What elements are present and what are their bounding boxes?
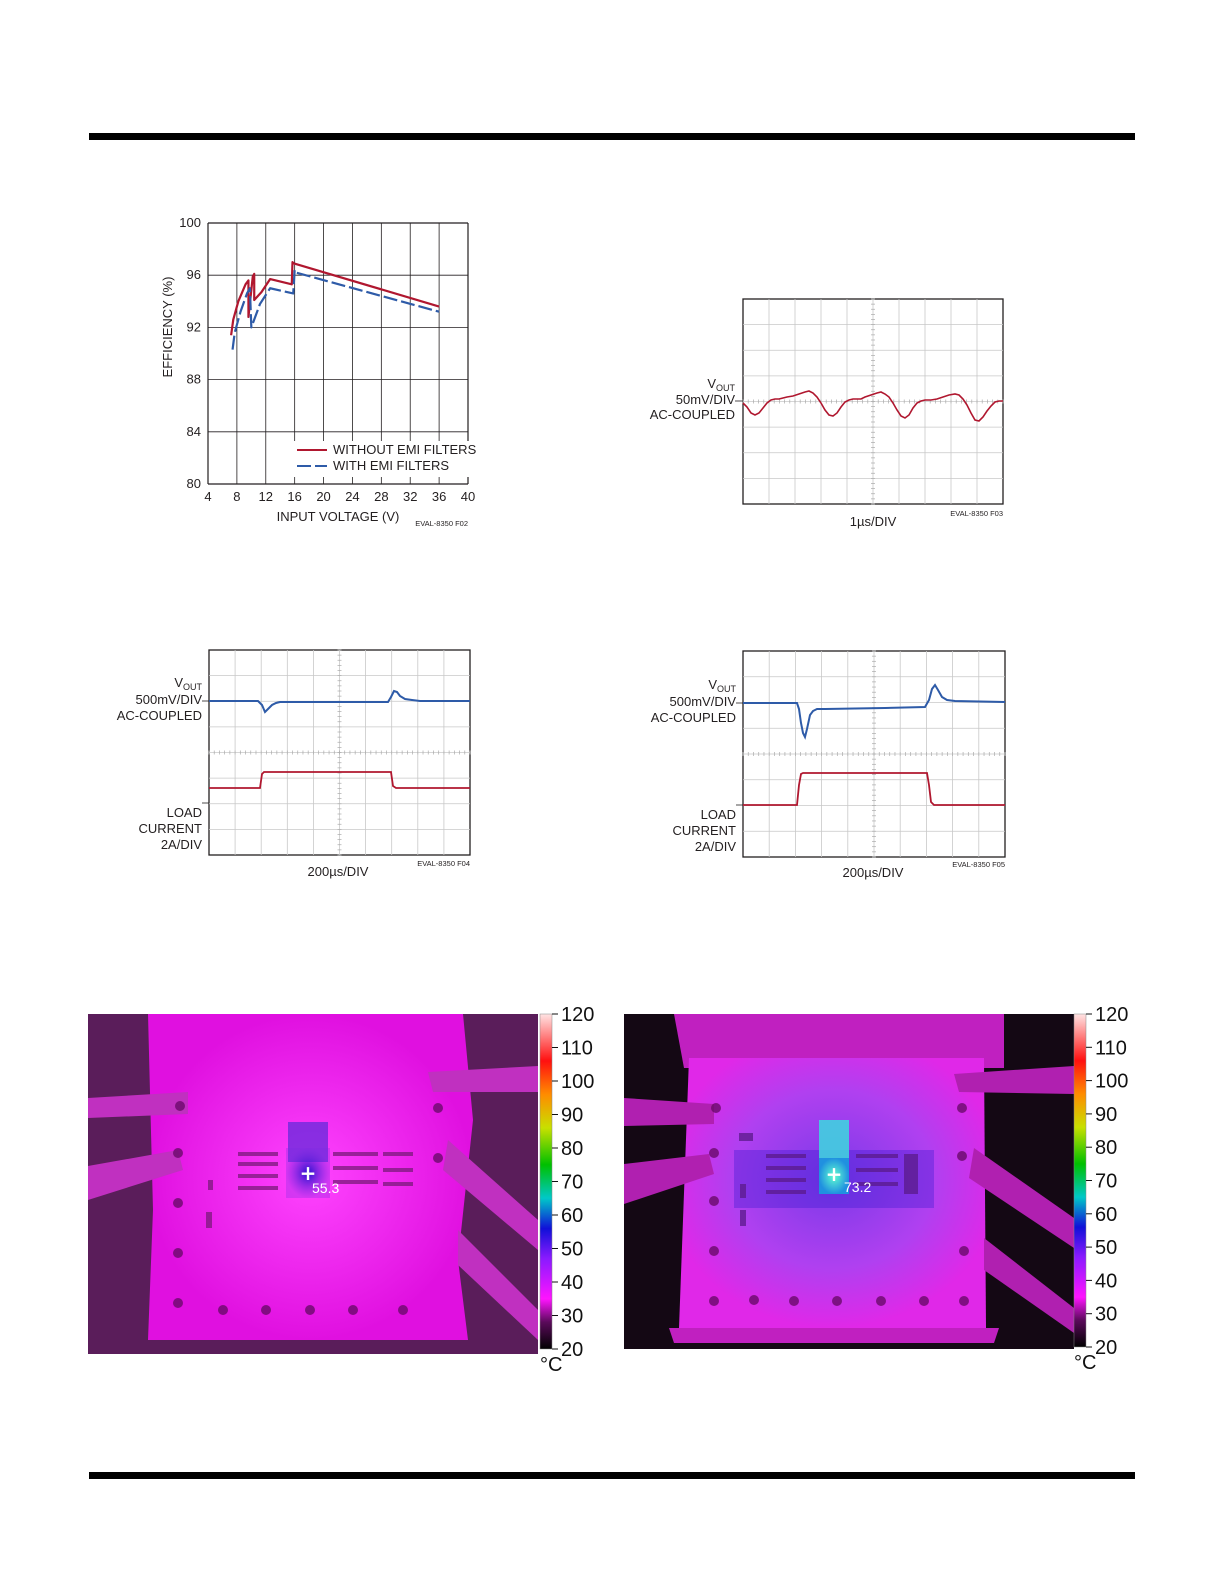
series-without-emi-filters — [230, 261, 440, 336]
load-step-2-timebase: 200µs/DIV — [843, 865, 904, 880]
load-step-1-current-label: CURRENT — [138, 821, 202, 836]
efficiency-ytick-label: 80 — [187, 476, 201, 491]
thermal-right-reading: 73.2 — [844, 1179, 871, 1195]
efficiency-xtick-label: 16 — [287, 489, 301, 504]
colorbar-tick-label: 30 — [1095, 1304, 1117, 1326]
colorbar-tick-label: 80 — [1095, 1137, 1117, 1159]
scope-graticule — [742, 650, 1006, 858]
colorbar-tick-label: 50 — [561, 1239, 583, 1261]
thermal-right-crosshair-icon: + — [826, 1162, 843, 1186]
efficiency-xtick-label: 32 — [403, 489, 417, 504]
efficiency-figure-code: EVAL-8350 F02 — [415, 519, 468, 528]
thermal-left-hotspot — [286, 1148, 330, 1198]
colorbar-tick-label: 20 — [1095, 1337, 1117, 1359]
load-step-2-current-label: CURRENT — [672, 823, 736, 838]
legend-label-without: WITHOUT EMI FILTERS — [333, 442, 477, 457]
colorbar-tick-label: 120 — [561, 1004, 594, 1026]
efficiency-xtick-label: 28 — [374, 489, 388, 504]
scope-graticule — [742, 298, 1004, 505]
colorbar-tick-label: 120 — [1095, 1004, 1128, 1026]
colorbar-tick-label: 110 — [1095, 1037, 1127, 1059]
load-step-scope-2: VOUT 500mV/DIV AC-COUPLED LOAD CURRENT 2… — [651, 645, 1015, 885]
load-step-1-figure-code: EVAL-8350 F04 — [417, 859, 470, 868]
efficiency-legend: WITHOUT EMI FILTERS WITH EMI FILTERS — [294, 441, 477, 477]
scope-graticule — [208, 649, 471, 856]
header-rule — [89, 133, 1135, 140]
efficiency-chart: 4 8 12 16 20 24 28 32 36 40 80 84 88 92 96 100 EFFICIEN… — [150, 205, 490, 535]
load-step-2-vout-label: VOUT — [708, 677, 736, 694]
ripple-figure-code: EVAL-8350 F03 — [950, 509, 1003, 518]
efficiency-xtick-label: 4 — [204, 489, 211, 504]
colorbar-tick-label: 60 — [1095, 1204, 1117, 1226]
load-step-2-current-trace — [743, 772, 1005, 806]
footer-rule — [89, 1472, 1135, 1479]
thermal-image-right: + 73.2 120 110 100 90 80 70 60 50 40 30 20 °C — [624, 1004, 1134, 1374]
efficiency-ytick-label: 88 — [187, 372, 201, 387]
ripple-coupling: AC-COUPLED — [650, 407, 735, 422]
colorbar-tick-label: 90 — [1095, 1104, 1117, 1126]
load-step-2-current-scale: 2A/DIV — [695, 839, 737, 854]
thermal-image-left: + 55.3 120 110 100 90 80 70 60 50 40 30 20 °C — [88, 1004, 598, 1376]
efficiency-xtick-label: 8 — [233, 489, 240, 504]
load-step-2-figure-code: EVAL-8350 F05 — [952, 860, 1005, 869]
load-step-1-vout-label: VOUT — [174, 675, 202, 692]
thermal-right-unit: °C — [1074, 1352, 1096, 1374]
thermal-right-hotspot — [819, 1158, 849, 1194]
thermal-left-colorbar: 120 110 100 90 80 70 60 50 40 30 20 °C — [539, 1004, 594, 1376]
thermal-right-inductor — [819, 1120, 849, 1160]
load-step-1-current-scale: 2A/DIV — [161, 837, 203, 852]
load-step-1-load-label: LOAD — [167, 805, 202, 820]
load-step-1-vout-trace — [209, 689, 470, 714]
colorbar-tick-label: 40 — [561, 1272, 583, 1294]
load-step-scope-1: VOUT 500mV/DIV AC-COUPLED LOAD CURRENT 2… — [117, 645, 480, 885]
colorbar-tick-label: 70 — [561, 1172, 583, 1194]
load-step-2-load-label: LOAD — [701, 807, 736, 822]
thermal-left-unit: °C — [540, 1354, 562, 1376]
colorbar-tick-label: 70 — [1095, 1171, 1117, 1193]
efficiency-xtick-label: 12 — [259, 489, 273, 504]
efficiency-xtick-label: 24 — [345, 489, 359, 504]
efficiency-ytick-label: 100 — [179, 215, 201, 230]
ripple-scale: 50mV/DIV — [676, 392, 736, 407]
thermal-left-reading: 55.3 — [312, 1180, 339, 1196]
ripple-trace — [742, 390, 1003, 422]
colorbar-tick-label: 40 — [1095, 1270, 1117, 1292]
colorbar-tick-label: 80 — [561, 1138, 583, 1160]
ripple-scope: VOUT 50mV/DIV AC-COUPLED 1µs/DIV EVAL-83… — [650, 295, 1015, 535]
efficiency-ytick-label: 84 — [187, 424, 201, 439]
load-step-1-timebase: 200µs/DIV — [308, 864, 369, 879]
efficiency-xtick-label: 20 — [316, 489, 330, 504]
thermal-left-crosshair-icon: + — [300, 1161, 317, 1185]
load-step-1-coupling: AC-COUPLED — [117, 708, 202, 723]
load-step-2-coupling: AC-COUPLED — [651, 710, 736, 725]
efficiency-xtick-label: 40 — [461, 489, 475, 504]
colorbar-tick-label: 100 — [1095, 1071, 1128, 1093]
load-step-1-current-trace — [209, 771, 470, 789]
colorbar-tick-label: 60 — [561, 1205, 583, 1227]
efficiency-ytick-label: 92 — [187, 319, 201, 334]
efficiency-xtick-label: 36 — [432, 489, 446, 504]
thermal-right-colorbar: 120 110 100 90 80 70 60 50 40 30 20 °C — [1073, 1004, 1128, 1374]
colorbar-tick-label: 30 — [561, 1306, 583, 1328]
ripple-vout-label: VOUT — [707, 376, 735, 393]
colorbar-tick-label: 100 — [561, 1071, 594, 1093]
load-step-2-vout-trace — [743, 683, 1006, 740]
load-step-1-vout-scale: 500mV/DIV — [136, 692, 203, 707]
ripple-timebase: 1µs/DIV — [850, 514, 897, 529]
colorbar-tick-label: 90 — [561, 1105, 583, 1127]
legend-label-with: WITH EMI FILTERS — [333, 458, 449, 473]
efficiency-grid — [207, 222, 469, 485]
efficiency-xlabel: INPUT VOLTAGE (V) — [277, 509, 400, 524]
colorbar-tick-label: 20 — [561, 1339, 583, 1361]
colorbar-tick-label: 110 — [561, 1038, 593, 1060]
series-with-emi-filters — [231, 268, 440, 350]
colorbar-tick-label: 50 — [1095, 1237, 1117, 1259]
load-step-2-vout-scale: 500mV/DIV — [670, 694, 737, 709]
efficiency-ytick-label: 96 — [187, 267, 201, 282]
efficiency-ylabel: EFFICIENCY (%) — [160, 277, 175, 378]
